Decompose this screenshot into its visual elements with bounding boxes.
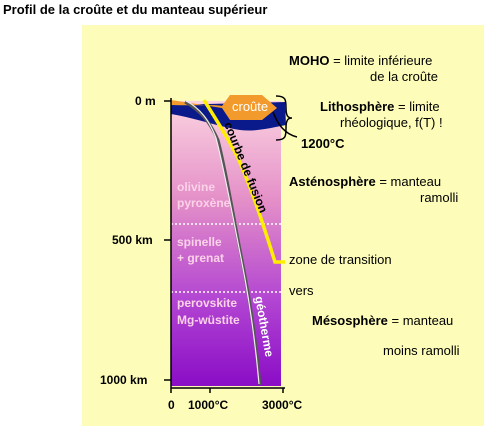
depth-label-surface: 0 m [135, 94, 156, 108]
moho-annotation-line1: MOHO = limite inférieure [289, 53, 433, 68]
temp-label-0: 0 [168, 398, 175, 412]
mantle-column [171, 101, 281, 386]
zone-label-grenat: + grenat [177, 251, 225, 265]
zone-label-perovskite: perovskite [177, 296, 238, 310]
isotherm-1200-label: 1200°C [301, 136, 345, 151]
temp-label-1000: 1000°C [188, 398, 229, 412]
zone-label-spinelle: spinelle [177, 235, 222, 249]
diagram-background [82, 25, 484, 426]
vers-label: vers [289, 283, 314, 298]
temp-label-3000: 3000°C [262, 398, 303, 412]
zone-label-wustite: Mg-wüstite [177, 313, 240, 327]
depth-label-1000: 1000 km [100, 373, 148, 387]
crust-label: croûte [232, 99, 269, 114]
zone-label-olivine: olivine [177, 180, 216, 194]
mesosphere-annotation-line1: Mésosphère = manteau [312, 313, 454, 328]
isotherm-1200-line [272, 111, 298, 138]
mesosphere-annotation-line2: moins ramolli [383, 343, 460, 358]
lithosphere-bracket [275, 95, 293, 141]
zone-label-pyroxene: pyroxène [177, 196, 231, 210]
depth-label-500: 500 km [112, 233, 153, 247]
geotherm-curve-highlight [185, 100, 260, 385]
page-title: Profil de la croûte et du manteau supéri… [3, 2, 268, 17]
asthenosphere-annotation-line1: Asténosphère = manteau [289, 174, 442, 189]
lithosphere-annotation-line2: rhéologique, f(T) ! [340, 115, 443, 130]
transition-zone-label: zone de transition [289, 252, 392, 267]
fusion-curve [202, 99, 285, 264]
crust-layer [171, 95, 277, 120]
lithosphere-annotation-line1: Lithosphère = limite [320, 99, 440, 114]
moho-annotation-line2: de la croûte [370, 69, 438, 84]
asthenosphere-annotation-line2: ramolli [420, 190, 459, 205]
